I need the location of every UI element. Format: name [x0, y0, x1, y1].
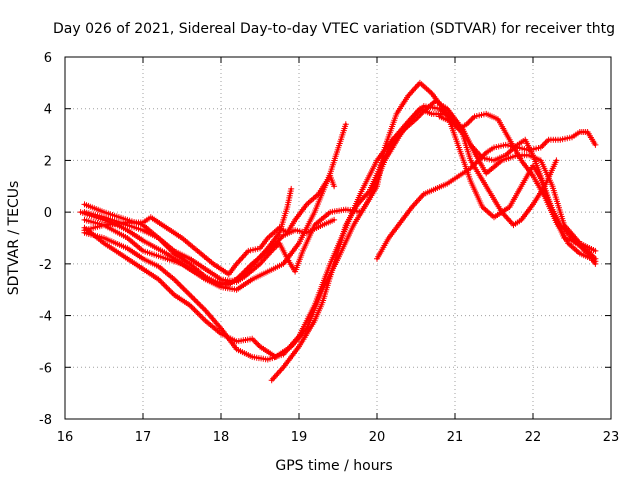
series-2 [81, 121, 349, 293]
series-markers [436, 110, 599, 267]
y-tick-label: -8 [39, 413, 52, 428]
series-8 [77, 185, 295, 288]
y-tick-label: -6 [39, 361, 52, 376]
y-tick-label: -2 [39, 258, 52, 273]
x-tick-label: 16 [57, 430, 74, 445]
series-line [79, 187, 293, 286]
ticks [64, 56, 612, 420]
grid [65, 57, 611, 419]
series-layer [77, 79, 599, 384]
x-tick-label: 23 [603, 430, 620, 445]
series-10 [436, 110, 599, 267]
x-tick-label: 21 [447, 430, 464, 445]
series-markers [81, 172, 338, 278]
y-tick-label: 4 [44, 103, 52, 118]
x-tick-label: 20 [369, 430, 386, 445]
x-tick-label: 17 [135, 430, 152, 445]
x-tick-label: 18 [213, 430, 230, 445]
y-axis-label: SDTVAR / TECUs [6, 181, 22, 296]
x-axis-label: GPS time / hours [275, 458, 392, 474]
series-5 [81, 79, 599, 285]
y-tick-label: 0 [44, 206, 52, 221]
series-markers [77, 185, 295, 288]
plot-frame [64, 56, 612, 420]
chart-title: Day 026 of 2021, Sidereal Day-to-day VTE… [53, 21, 615, 37]
x-tick-label: 19 [291, 430, 308, 445]
x-tick-label: 22 [525, 430, 542, 445]
series-line [83, 104, 558, 359]
x-tick-labels: 16 17 18 19 20 21 22 23 [57, 430, 620, 445]
y-tick-labels: -8 -6 -4 -2 0 2 4 6 [39, 51, 52, 428]
y-tick-label: 2 [44, 154, 52, 169]
y-tick-label: -4 [39, 310, 52, 325]
series-7 [81, 172, 338, 278]
y-tick-label: 6 [44, 51, 52, 66]
